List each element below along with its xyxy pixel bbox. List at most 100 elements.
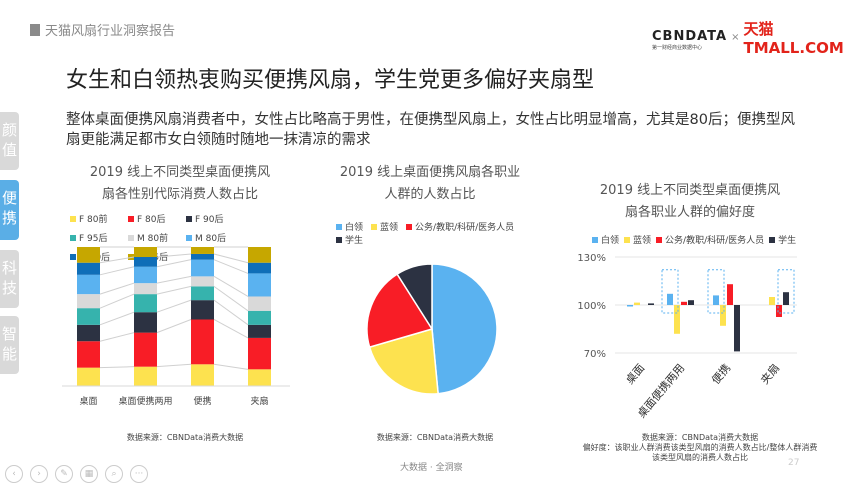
slides-view-button[interactable]: ▦: [80, 465, 98, 483]
bar-学生: [688, 300, 694, 305]
pie-slice-1: [368, 328, 439, 395]
chart1-title-line1: 2019 线上不同类型桌面便携风: [89, 165, 271, 180]
legend-swatch: [128, 253, 134, 260]
stacked-bar-segment: [191, 300, 214, 320]
legend-item: 公务/教职/科研/医务人员: [656, 233, 764, 246]
pen-tool-button[interactable]: ✎: [55, 465, 73, 483]
legend-label: 白领: [345, 223, 364, 233]
legend-item: 蓝领: [624, 233, 651, 246]
chart3-title: 2019 线上不同类型桌面便携风 扇各职业人群的偏好度: [580, 180, 800, 224]
chart3-title-line1: 2019 线上不同类型桌面便携风: [599, 183, 781, 198]
bar-蓝领: [769, 297, 775, 305]
pie-slice-0: [431, 263, 498, 395]
x-tick-label: 便携: [708, 361, 733, 387]
legend-swatch: [186, 234, 192, 241]
chart1-source: 数据来源：CBNData消费大数据: [126, 433, 244, 442]
legend-swatch: [371, 223, 378, 230]
x-tick-label: 便携: [193, 395, 211, 407]
legend-label: F 95后: [79, 234, 108, 244]
stacked-bar-segment: [134, 312, 157, 333]
bar-学生: [783, 292, 789, 305]
stacked-bar-segment: [191, 276, 214, 287]
connector-line: [99, 256, 135, 264]
bar-蓝领: [634, 302, 640, 305]
bar-公务/教职/科研/医务人员: [681, 301, 687, 305]
bar-学生: [734, 305, 740, 352]
connector-line: [99, 266, 135, 276]
connector-line: [213, 275, 249, 297]
legend-swatch: [336, 236, 342, 243]
page-title: 女生和白领热衷购买便携风扇，学生党更多偏好夹扇型: [66, 68, 595, 93]
bar-白领: [627, 305, 633, 307]
legend-label: F 80前: [79, 215, 108, 225]
stacked-bar-segment: [191, 247, 214, 254]
stacked-bar-segment: [77, 324, 100, 342]
stacked-bar-segment: [134, 294, 157, 313]
stacked-bar-segment: [77, 341, 100, 368]
pie-slice-2: [366, 273, 434, 349]
stacked-bar-segment: [248, 262, 271, 274]
legend-item: F 95后: [70, 231, 120, 244]
y-tick-label: 70%: [584, 349, 606, 360]
legend-label: M 80前: [137, 234, 169, 244]
legend-label: 学生: [345, 236, 364, 246]
connector-line: [99, 282, 135, 295]
connector-line: [156, 363, 192, 368]
stacked-bar-segment: [77, 308, 100, 325]
report-header: 天猫风扇行业洞察报告: [30, 20, 175, 39]
next-slide-button[interactable]: ›: [30, 465, 48, 483]
stacked-bar-segment: [77, 247, 100, 263]
connector-line: [213, 253, 249, 264]
page-number: 27: [788, 458, 800, 468]
chart1-title: 2019 线上不同类型桌面便携风 扇各性别代际消费人数占比: [60, 162, 300, 206]
stacked-bar-segment: [134, 283, 157, 295]
legend-label: M 80后: [195, 234, 227, 244]
stacked-bar-segment: [191, 253, 214, 260]
legend-label: 公务/教职/科研/医务人员: [665, 236, 765, 246]
legend-label: 蓝领: [633, 236, 652, 246]
chart3-notes: 数据来源：CBNData消费大数据 偏好度：该职业人群消费该类型风扇的消费人数占比…: [580, 433, 820, 463]
legend-item: F 80前: [70, 212, 120, 225]
legend-item: 学生: [769, 233, 796, 246]
cbn-sub: 第一财经商业数据中心: [652, 44, 703, 51]
chart3-legend: 白领 蓝领 公务/教职/科研/医务人员 学生: [592, 233, 822, 246]
legend-swatch: [592, 236, 598, 243]
connector-line: [99, 293, 135, 309]
x-tick-label: 夹扇: [757, 361, 782, 387]
header-square-icon: [30, 23, 40, 36]
x-tick-label: 夹扇: [250, 395, 268, 407]
sidebar-tab-portable[interactable]: 便携: [0, 180, 19, 240]
prev-slide-button[interactable]: ‹: [5, 465, 23, 483]
connector-line: [156, 319, 192, 334]
more-options-button[interactable]: ···: [130, 465, 148, 483]
connector-line: [213, 299, 249, 326]
cbn-logo: CBNDATA: [652, 28, 728, 44]
highlight-box: [661, 269, 679, 314]
sidebar-tab-smart[interactable]: 智能: [0, 316, 19, 374]
stacked-bar-segment: [77, 262, 100, 275]
zoom-button[interactable]: ⌕: [105, 465, 123, 483]
pie-slice-3: [396, 263, 433, 332]
connector-line: [213, 319, 249, 339]
sidebar-tab-appearance[interactable]: 颜值: [0, 112, 19, 170]
chart3-source: 数据来源：CBNData消费大数据: [641, 433, 759, 442]
chart3-note: 偏好度：该职业人群消费该类型风扇的消费人数占比/整体人群消费该类型风扇的消费人数…: [582, 443, 818, 462]
report-title: 天猫风扇行业洞察报告: [45, 24, 176, 39]
legend-item: M 80后: [186, 231, 236, 244]
stacked-bar-segment: [77, 367, 100, 386]
legend-swatch: [624, 236, 631, 243]
legend-item: 白领: [336, 220, 363, 233]
chart1-title-line2: 扇各性别代际消费人数占比: [101, 187, 258, 202]
x-tick-label: 桌面: [79, 395, 97, 407]
stacked-bar-segment: [134, 266, 157, 284]
legend-swatch: [70, 215, 76, 222]
legend-swatch: [128, 234, 134, 241]
legend-item: F 90后: [186, 212, 236, 225]
logo: CBNDATA 第一财经商业数据中心 × 天猫TMALL.COM: [652, 18, 864, 57]
x-tick-label: 桌面便携两用: [118, 395, 172, 407]
legend-item: F 80后: [128, 212, 178, 225]
highlight-box: [707, 269, 725, 314]
sidebar-tab-tech[interactable]: 科技: [0, 250, 19, 308]
bar-公务/教职/科研/医务人员: [776, 305, 782, 317]
